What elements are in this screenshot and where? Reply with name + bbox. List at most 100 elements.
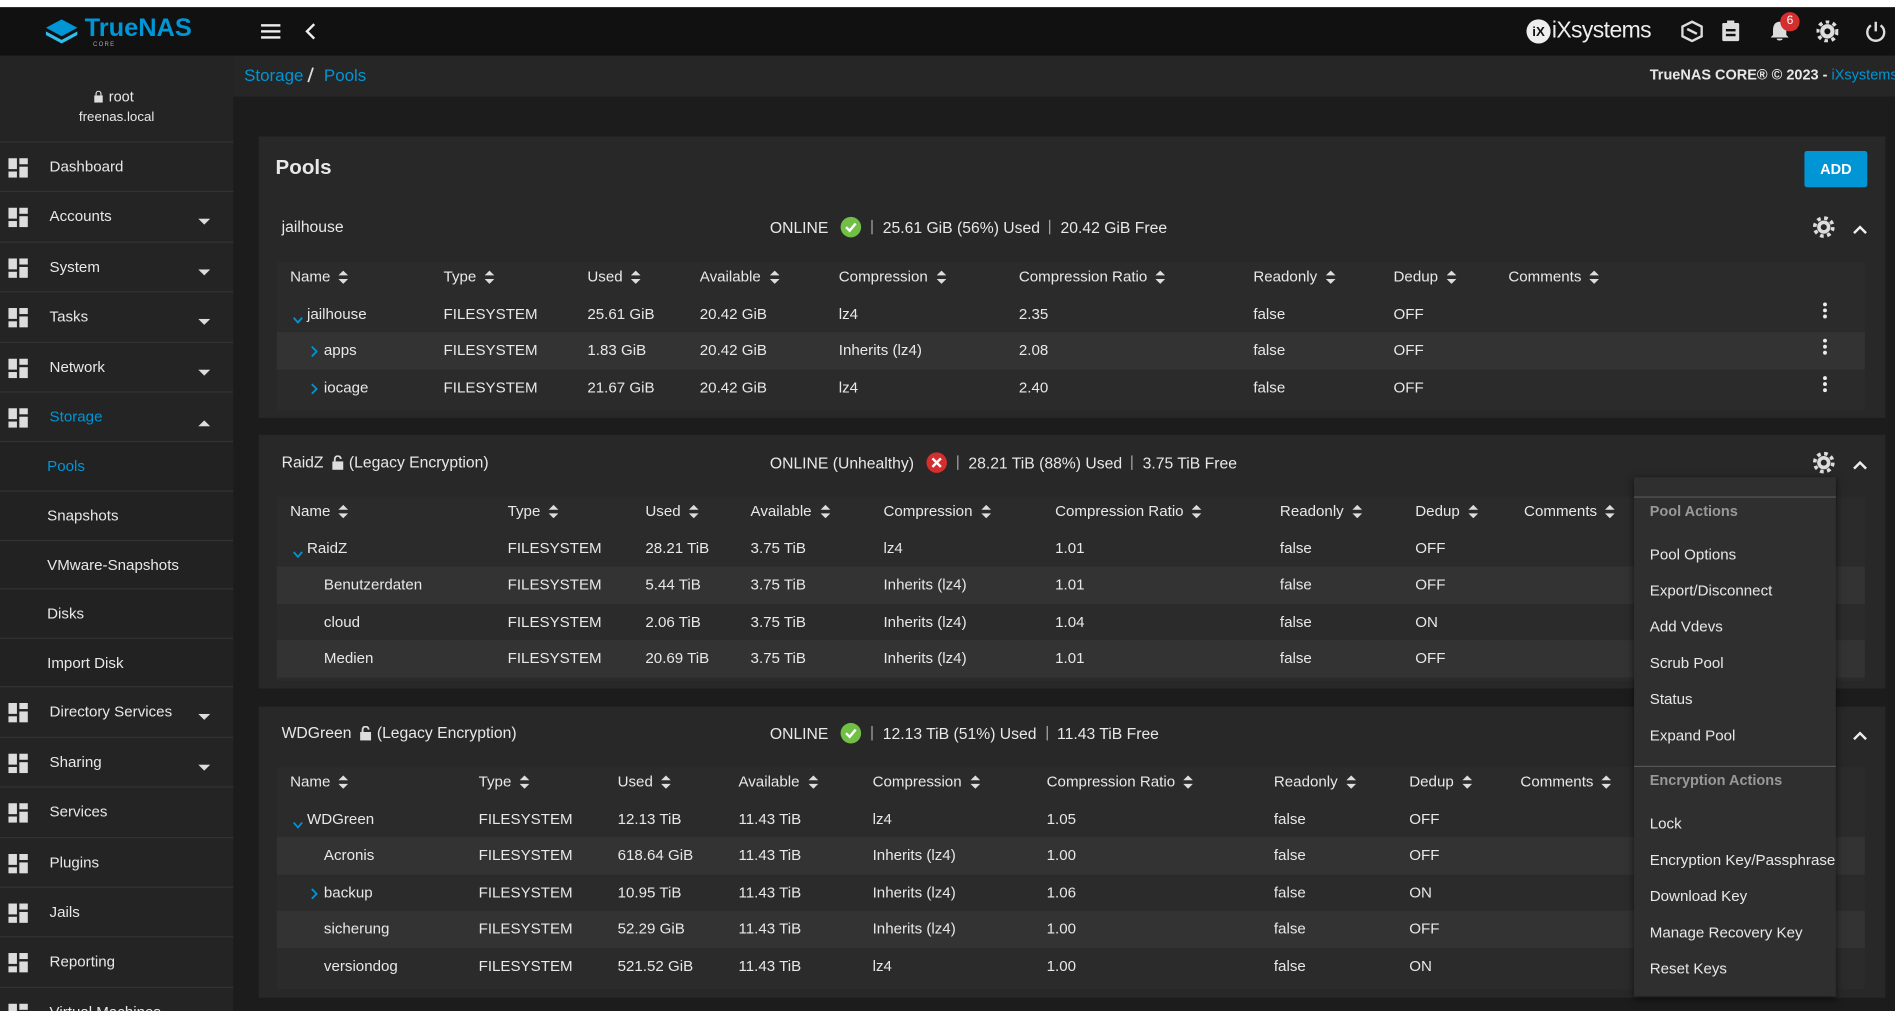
pool-lock-icon-part	[359, 731, 371, 741]
column-header[interactable]: Compression	[883, 502, 973, 520]
nav-item[interactable]: Tasks	[0, 291, 234, 341]
row-actions-button[interactable]	[1821, 375, 1828, 392]
menu-item[interactable]: Download Key	[1649, 888, 1748, 905]
nav-item[interactable]: Services	[0, 786, 234, 837]
nav-item[interactable]: Jails	[0, 886, 234, 937]
vendor-logo-mark-part	[1526, 19, 1551, 44]
menu-item[interactable]: Lock	[1649, 815, 1682, 833]
column-header[interactable]: Readonly	[1273, 773, 1338, 790]
pool-settings-button[interactable]	[1812, 451, 1835, 474]
back-button[interactable]	[302, 22, 319, 41]
menu-item[interactable]: Expand Pool	[1649, 726, 1736, 744]
row-expand-toggle[interactable]	[311, 344, 318, 358]
table-cell: OFF	[1393, 341, 1424, 359]
nav-subitem[interactable]: Pools	[0, 441, 234, 491]
column-header[interactable]: Type	[507, 502, 541, 520]
row-expand-toggle[interactable]	[311, 381, 318, 395]
column-header[interactable]: Dedup	[1393, 268, 1439, 286]
nav-subitem[interactable]: Import Disk	[0, 637, 234, 688]
column-header[interactable]: Available	[699, 268, 761, 286]
row-expand-toggle[interactable]	[292, 815, 303, 829]
breadcrumb-item[interactable]: Storage	[244, 65, 304, 85]
menu-toggle[interactable]	[260, 22, 282, 41]
row-expand-toggle[interactable]	[292, 310, 303, 324]
nav-icon-part	[8, 916, 17, 923]
menu-item[interactable]: Manage Recovery Key	[1649, 924, 1803, 942]
nav-item[interactable]: Network	[0, 341, 234, 391]
column-header[interactable]: Comments	[1524, 502, 1598, 520]
truecommand-button[interactable]	[1681, 20, 1703, 43]
nav-icon-part	[19, 953, 28, 960]
column-header[interactable]: Used	[645, 502, 681, 520]
column-header[interactable]: Compression	[838, 268, 928, 286]
menu-item[interactable]: Pool Options	[1649, 545, 1737, 563]
copyright-link[interactable]: iXsystems, In	[1831, 66, 1895, 84]
breadcrumb-separator-part	[307, 67, 314, 83]
pool-collapse-button[interactable]	[1853, 457, 1868, 470]
row-actions-button[interactable]	[1821, 301, 1828, 318]
column-header[interactable]: Used	[617, 773, 653, 790]
column-header[interactable]: Name	[290, 268, 331, 286]
tasks-button[interactable]	[1721, 19, 1740, 42]
column-header[interactable]: Compression Ratio	[1055, 502, 1184, 520]
row-actions-button-part	[1823, 313, 1827, 318]
row-actions-button[interactable]	[1821, 338, 1828, 355]
nav-subitem[interactable]: VMware-Snapshots	[0, 539, 234, 589]
power-button[interactable]	[1865, 21, 1887, 43]
column-header[interactable]: Available	[738, 773, 800, 790]
nav-subitem[interactable]: Snapshots	[0, 490, 234, 540]
column-header[interactable]: Readonly	[1253, 268, 1318, 286]
column-header[interactable]: Comments	[1520, 773, 1594, 790]
nav-item[interactable]: Reporting	[0, 936, 234, 987]
nav-icon	[7, 307, 29, 329]
nav-item[interactable]: Directory Services	[0, 686, 234, 737]
add-button[interactable]: ADD	[1804, 150, 1868, 188]
column-header[interactable]: Type	[443, 268, 477, 286]
column-header[interactable]: Dedup	[1415, 502, 1460, 520]
sort-icon	[820, 504, 830, 519]
menu-item[interactable]: Reset Keys	[1649, 960, 1727, 978]
breadcrumb-item[interactable]: Pools	[323, 65, 367, 85]
nav-item[interactable]: Dashboard	[0, 141, 234, 191]
menu-item[interactable]: Encryption Key/Passphrase	[1649, 851, 1836, 869]
menu-item[interactable]: Export/Disconnect	[1649, 582, 1773, 599]
settings-button[interactable]	[1815, 19, 1839, 43]
nav-item[interactable]: System	[0, 241, 234, 291]
pool-settings-button[interactable]	[1812, 216, 1835, 238]
table-cell: FILESYSTEM	[507, 576, 602, 594]
column-header[interactable]: Name	[290, 773, 331, 790]
logo-icon-part	[45, 19, 78, 37]
settings-button-part	[1824, 28, 1831, 35]
truecommand-button-part	[1681, 20, 1703, 43]
column-header[interactable]: Compression	[872, 773, 962, 790]
nav-item[interactable]: Virtual Machines	[0, 986, 234, 1011]
pool-collapse-button[interactable]	[1853, 221, 1868, 234]
table-cell: jailhouse	[306, 304, 367, 322]
row-expand-toggle[interactable]	[292, 544, 303, 558]
user-lock-part	[95, 90, 102, 96]
column-header[interactable]: Compression Ratio	[1018, 268, 1148, 286]
nav-item[interactable]: Sharing	[0, 736, 234, 787]
column-header[interactable]: Name	[290, 502, 331, 520]
column-header[interactable]: Available	[750, 502, 812, 520]
nav-icon-part	[8, 321, 17, 328]
sort-icon-part	[1446, 270, 1457, 284]
sort-icon-part	[519, 775, 530, 789]
column-header[interactable]: Type	[478, 773, 512, 790]
nav-item[interactable]: Accounts	[0, 191, 234, 241]
menu-item[interactable]: Status	[1649, 690, 1693, 708]
column-header[interactable]: Dedup	[1409, 773, 1454, 790]
menu-item[interactable]: Scrub Pool	[1649, 654, 1724, 672]
nav-subitem[interactable]: Disks	[0, 588, 234, 638]
column-header[interactable]: Readonly	[1279, 502, 1344, 520]
pool-collapse-button[interactable]	[1853, 727, 1868, 741]
column-header[interactable]: Compression Ratio	[1046, 773, 1176, 790]
column-header[interactable]: Used	[587, 268, 623, 286]
nav-item[interactable]: Storage	[0, 391, 234, 441]
menu-item[interactable]: Add Vdevs	[1649, 618, 1723, 636]
row-expand-toggle[interactable]	[311, 886, 318, 899]
table-cell: 11.43 TiB	[738, 957, 802, 975]
nav-item[interactable]: Plugins	[0, 836, 234, 887]
sort-icon	[980, 504, 991, 519]
column-header[interactable]: Comments	[1508, 268, 1582, 286]
